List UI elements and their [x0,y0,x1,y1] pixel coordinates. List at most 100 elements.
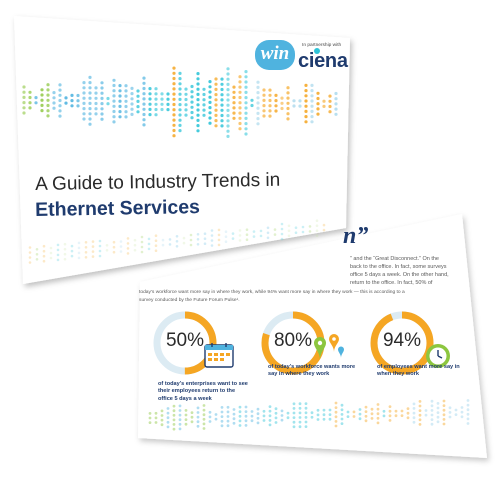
decorative-dot [388,414,392,418]
decorative-dot [418,418,422,422]
decorative-dot [376,416,380,420]
decorative-dot [388,409,392,413]
decorative-dot [382,409,386,413]
stat-caption-line: when they work [377,371,419,378]
decorative-dot [226,424,230,428]
decorative-dot [238,419,242,423]
decorative-dot [166,420,170,424]
body-text-line: back to the office. In fact, some survey… [350,264,447,270]
stat-value: 94% [382,330,422,351]
decorative-dot [274,421,278,424]
decorative-dot [430,422,434,426]
decorative-dot [466,403,470,407]
decorative-dot [382,414,386,418]
stat-ring-94: 94% [369,310,435,376]
decorative-dot [244,424,248,427]
decorative-dot [256,416,260,420]
decorative-dot [202,413,206,417]
decorative-dot [304,416,308,419]
calendar-icon [204,342,234,373]
decorative-dot [394,414,398,418]
decorative-dot [340,422,344,425]
decorative-dot [430,399,434,403]
decorative-dot [406,416,410,420]
decorative-dot [268,423,272,427]
decorative-dot [352,410,356,414]
decorative-dot [340,408,344,412]
decorative-dot [292,407,296,410]
decorative-dot [430,409,434,412]
decorative-dot [166,407,170,410]
decorative-dot [220,424,224,428]
decorative-dot [466,417,470,421]
decorative-dot [448,406,452,410]
decorative-dot [442,399,446,403]
decorative-dot [412,402,416,406]
decorative-dot [448,415,452,419]
decorative-dot [304,411,308,415]
decorative-dot [202,417,206,421]
decorative-dot [166,411,170,415]
decorative-dot [172,404,176,408]
stat-ring-graphic [153,311,217,375]
decorative-dot [442,418,446,421]
decorative-dot [430,413,434,417]
decorative-dot [394,409,398,413]
decorative-dot [412,411,416,415]
decorative-dot [400,414,404,417]
location-pins-icon [312,332,346,367]
decorative-dot [166,416,170,420]
decorative-dot [430,404,434,408]
decorative-dot [208,420,212,423]
decorative-dot [184,422,188,426]
decorative-dot [334,424,338,428]
decorative-dot [280,409,284,413]
decorative-dot [202,408,206,412]
decorative-dot [412,420,416,424]
decorative-dot [250,410,254,413]
clock-icon [424,342,452,375]
decorative-dot [160,409,164,413]
decorative-dot [436,402,440,405]
decorative-dot [172,418,176,422]
body-text-line: ” and the “Great Disconnect.” On the [350,256,439,262]
decorative-dot [232,417,236,421]
decorative-dot [262,414,266,418]
stat-caption: of employees want more say in when they … [377,364,469,379]
decorative-dot [178,413,182,417]
decorative-dot [202,427,206,430]
decorative-dot [292,420,296,424]
decorative-dot [232,412,236,416]
decorative-dot [280,418,284,422]
body-text-line: survey conducted by the Future Forum Pul… [139,298,240,303]
decorative-dot [430,418,434,421]
decorative-dot [268,419,272,422]
decorative-dot [358,408,362,411]
decorative-dot [436,415,440,419]
decorative-dot [334,410,338,414]
decorative-dot [466,412,470,416]
decorative-dot [358,417,362,421]
decorative-dot [376,403,380,406]
decorative-dot [460,410,464,414]
decorative-dot [226,405,230,409]
decorative-dot [244,410,248,413]
decorative-dot [370,417,374,420]
decorative-dot [238,405,242,409]
decorative-dot [202,422,206,426]
decorative-dot [436,411,440,414]
decorative-dot [196,420,200,424]
decorative-dot [364,405,368,409]
decorative-dot [244,414,248,418]
decorative-dot [424,413,428,417]
decorative-dot [292,416,296,419]
decorative-dot [406,411,410,415]
decorative-dot [178,404,182,408]
decorative-dot [178,422,182,426]
decorative-dot [148,416,152,420]
decorative-dot [322,408,326,412]
decorative-dot [298,411,302,415]
decorative-dot [388,405,392,408]
decorative-dot [196,411,200,414]
decorative-dot [340,417,344,421]
